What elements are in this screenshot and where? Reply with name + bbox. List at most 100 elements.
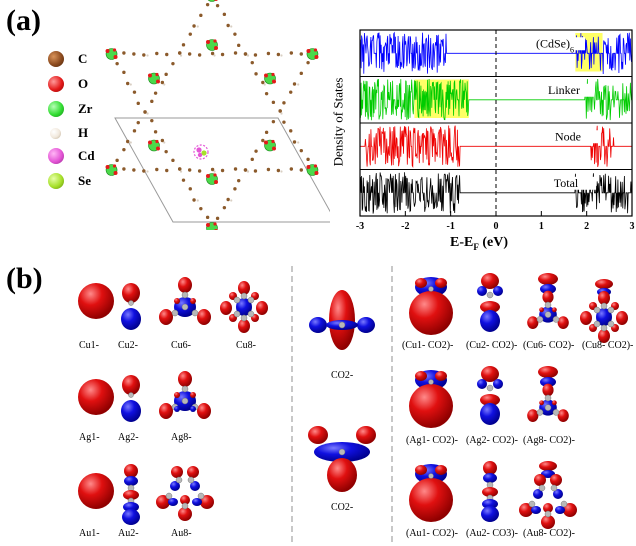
orbital-lobe <box>543 503 553 513</box>
linker-atom <box>178 167 182 171</box>
cluster-label-au1: Au1- <box>79 528 100 539</box>
orbital-lobe <box>493 286 503 296</box>
oxygen-atom <box>147 73 152 78</box>
oxygen-ball-icon <box>48 76 64 92</box>
x-tick-label: -2 <box>401 221 409 232</box>
oxygen-atom <box>306 165 311 169</box>
metal-atom <box>593 306 601 314</box>
orbital-lobe <box>550 474 562 486</box>
oxygen-atom <box>313 164 318 168</box>
hydrogen-atom <box>297 141 300 144</box>
oxygen-atom <box>112 164 117 168</box>
linker-atom <box>220 168 225 173</box>
linker-atom <box>222 12 227 17</box>
orbital-lobe <box>542 290 554 304</box>
track-label-bg <box>525 37 585 51</box>
linker-atom <box>160 138 165 143</box>
x-tick-label: -3 <box>356 221 364 232</box>
linker-atom <box>299 52 303 56</box>
orbital-lobe <box>415 465 427 475</box>
dos-chart: Density of States -3 -2 -1 0 1 2 3 (CdSe)6 Linke… <box>330 28 636 260</box>
x-tick-label: -1 <box>446 221 454 232</box>
orbital-lobe <box>533 489 543 499</box>
orbital-lobe <box>538 366 558 378</box>
linker-atom <box>150 99 154 104</box>
linker-atom <box>188 187 192 191</box>
orbital-lobe <box>256 301 268 315</box>
linker-atom <box>132 52 136 56</box>
metal-atom <box>247 296 255 304</box>
linker-atom <box>164 149 168 154</box>
orbital-lobe <box>595 279 613 289</box>
hydrogen-atom <box>263 83 266 86</box>
orbital-sphere <box>78 379 114 415</box>
cluster-label-ag8: Ag8- <box>171 432 192 443</box>
metal-atom <box>175 476 183 484</box>
linker-atom <box>132 129 137 133</box>
linker-atom <box>215 216 220 221</box>
orbital-sphere <box>78 283 114 319</box>
linker-atom <box>199 13 203 18</box>
linker-atom <box>264 91 269 96</box>
orbital-lobe <box>527 316 539 329</box>
track-label: Node <box>555 129 581 143</box>
orbital-lobe <box>483 461 497 475</box>
oxygen-atom <box>206 173 210 178</box>
linker-atom <box>165 168 169 173</box>
orbital-lobe <box>534 474 546 486</box>
linker-atom <box>226 197 230 202</box>
oxygen-atom <box>113 55 118 59</box>
orbital-lobe <box>477 379 487 389</box>
linker-atom <box>220 52 225 57</box>
orbital-lobe <box>171 466 183 478</box>
linker-atom <box>243 168 248 172</box>
metal-atom <box>544 510 552 518</box>
panel-b-label: (b) <box>6 262 43 295</box>
metal-atom <box>240 292 248 300</box>
co2-lobe <box>357 317 375 333</box>
linker-atom <box>271 100 276 105</box>
metal-atom <box>428 379 434 385</box>
oxygen-atom <box>112 48 117 52</box>
x-tick-label: 3 <box>630 221 635 232</box>
linker-atom <box>289 129 293 133</box>
cadmium-atom <box>197 152 203 158</box>
co2-lobe <box>356 426 376 444</box>
oxygen-atom <box>155 72 159 77</box>
orbital-lobe <box>409 384 453 428</box>
metal-atom <box>552 409 560 416</box>
legend-item-o: O <box>48 73 88 95</box>
orbital-lobe <box>174 298 180 304</box>
linker-atom <box>181 178 186 182</box>
complex-label-cu2: (Cu2- CO2)- <box>466 340 518 351</box>
oxygen-atom <box>213 173 217 177</box>
hydrogen-atom <box>280 54 283 57</box>
linker-atom <box>122 70 126 75</box>
metal-atom <box>607 306 615 314</box>
orbital-lobe <box>580 311 592 325</box>
orbital-sphere <box>78 473 114 509</box>
oxygen-atom <box>271 72 275 77</box>
track-label: Total <box>554 176 579 190</box>
hydrogen-atom <box>146 54 149 57</box>
dos-plot-area: -3 -2 -1 0 1 2 3 (CdSe)6 Linker Node Total <box>356 29 635 232</box>
legend-label: H <box>78 125 89 140</box>
orbital-lobe <box>190 406 196 412</box>
linker-atom <box>222 205 227 210</box>
metal-atom <box>428 473 434 479</box>
orbital-lobe <box>187 466 199 478</box>
linker-atom <box>266 167 271 172</box>
linker-atom <box>237 178 241 183</box>
linker-atom <box>192 24 196 28</box>
oxygen-atom <box>105 49 110 53</box>
complex-label-ag2: (Ag2- CO2)- <box>466 435 518 446</box>
metal-atom <box>171 309 179 317</box>
linker-atom <box>132 90 137 94</box>
dos-series-line <box>359 78 632 121</box>
oxygen-atom <box>214 229 218 230</box>
metal-atom <box>536 316 544 323</box>
linker-atom <box>165 52 169 57</box>
linker-atom <box>205 215 210 220</box>
metal-atom <box>181 502 189 510</box>
orbital-lobe <box>168 498 178 506</box>
